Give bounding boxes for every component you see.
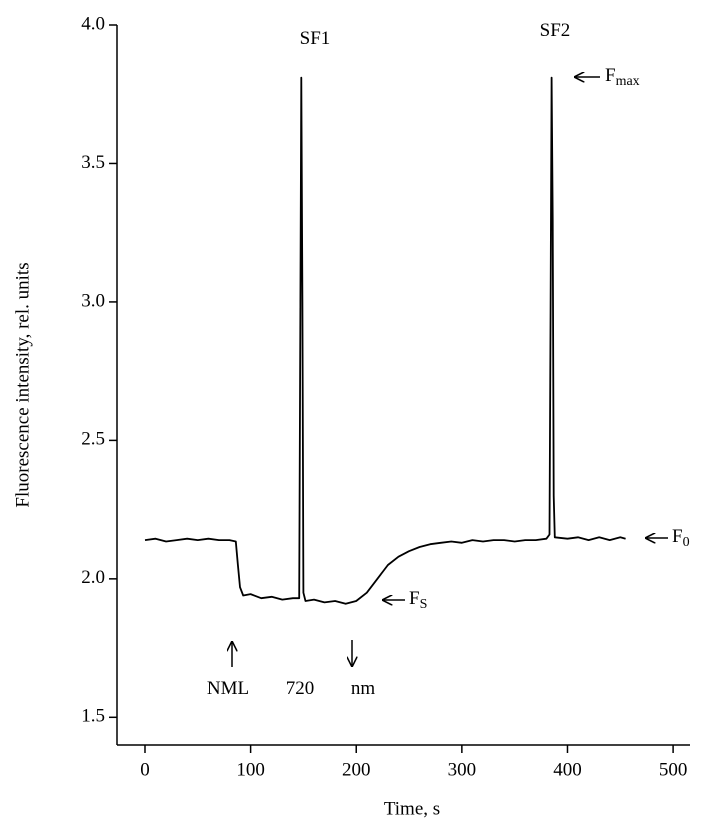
- annotation-subscript: 0: [683, 535, 690, 550]
- x-tick-label: 400: [553, 759, 582, 780]
- x-axis-label: Time, s: [384, 798, 440, 819]
- x-tick-label: 100: [236, 759, 265, 780]
- annotation-text: F: [409, 588, 420, 609]
- x-tick-label: 500: [659, 759, 688, 780]
- annotation-subscript: S: [420, 597, 428, 612]
- annotation-text: SF1: [300, 28, 331, 49]
- y-tick-label: 1.5: [81, 706, 105, 727]
- annotation: FS: [409, 588, 427, 612]
- annotation-text: 720: [286, 678, 315, 699]
- annotation: nm: [351, 678, 376, 699]
- y-tick-label: 2.0: [81, 567, 105, 588]
- y-tick-label: 2.5: [81, 429, 105, 450]
- y-tick-label: 3.5: [81, 152, 105, 173]
- annotation: F0: [672, 526, 690, 550]
- annotation: Fmax: [605, 65, 640, 89]
- annotation-subscript: max: [616, 74, 640, 89]
- annotation-text: SF2: [540, 20, 571, 41]
- annotation-text: F: [672, 526, 683, 547]
- annotation: SF2: [540, 20, 571, 41]
- annotation: 720: [286, 678, 315, 699]
- annotation-text: F: [605, 65, 616, 86]
- y-axis-label: Fluorescence intensity, rel. units: [12, 262, 33, 507]
- annotation: SF1: [300, 28, 331, 49]
- x-tick-label: 0: [140, 759, 150, 780]
- line: [144, 76, 626, 605]
- annotation-text: nm: [351, 678, 376, 699]
- y-tick-label: 3.0: [81, 290, 105, 311]
- annotation-text: NML: [207, 678, 249, 699]
- x-tick-label: 300: [448, 759, 477, 780]
- y-tick-label: 4.0: [81, 13, 105, 34]
- x-tick-label: 200: [342, 759, 371, 780]
- annotation: NML: [207, 678, 249, 699]
- arrows: [232, 77, 668, 667]
